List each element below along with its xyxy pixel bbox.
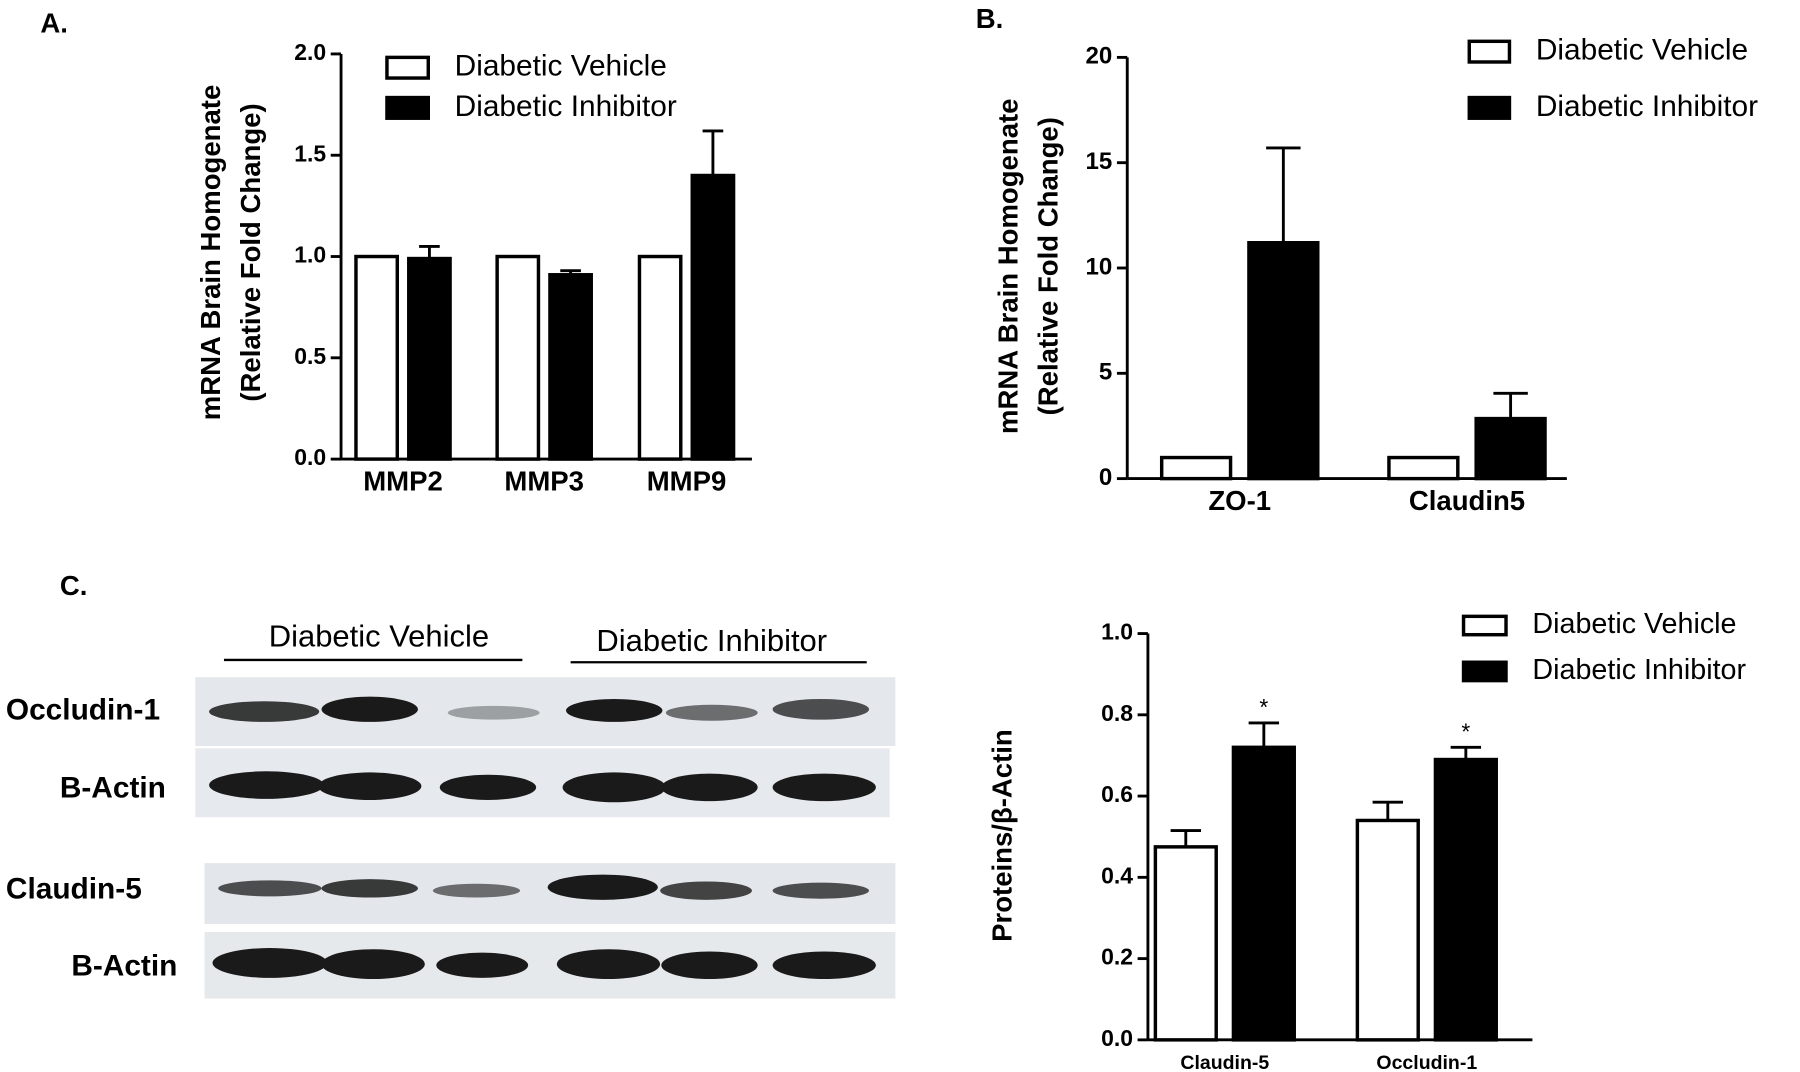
x-tick-label: Occludin-1 — [1376, 1052, 1477, 1072]
y-tick-label: 0.0 — [294, 444, 326, 470]
panel-label: B. — [976, 3, 1004, 34]
y-tick-label: 1.5 — [294, 140, 326, 166]
y-axis-label: mRNA Brain Homogenate — [195, 85, 226, 421]
bar — [637, 254, 683, 461]
legend-swatch — [385, 95, 430, 120]
data-label: * — [1461, 719, 1470, 745]
blot-group: Diabetic Vehicle — [269, 618, 489, 653]
legend-label: Diabetic Inhibitor — [455, 90, 677, 123]
legend-label: Diabetic Inhibitor — [1536, 90, 1758, 123]
y-tick-label: 0.8 — [1101, 700, 1133, 726]
y-tick-label: 5 — [1099, 359, 1112, 386]
y-tick-label: 0.2 — [1101, 944, 1133, 970]
bar — [548, 273, 593, 461]
y-tick-label: 20 — [1086, 43, 1113, 70]
bar — [1159, 455, 1233, 481]
bar — [1355, 818, 1420, 1042]
y-tick-label: 15 — [1086, 148, 1113, 175]
bar — [1474, 416, 1547, 481]
y-axis-label: (Relative Fold Change) — [235, 103, 266, 401]
legend-swatch — [1461, 660, 1508, 683]
legend-label: Diabetic Inhibitor — [1532, 654, 1746, 686]
data-label: * — [1259, 694, 1268, 720]
panel-label: C. — [60, 570, 88, 601]
y-tick-label: 2.0 — [294, 39, 326, 65]
y-tick-label: 1.0 — [1101, 619, 1133, 645]
y-tick-label: 0.0 — [1101, 1025, 1133, 1051]
x-tick-label: MMP9 — [647, 465, 727, 496]
panel-label: A. — [40, 8, 68, 39]
x-tick-label: ZO-1 — [1208, 485, 1271, 516]
bar — [1433, 757, 1498, 1042]
legend-swatch — [385, 55, 430, 80]
y-axis-label: Proteins/β-Actin — [987, 729, 1018, 942]
blot-group: Diabetic Inhibitor — [596, 623, 827, 658]
y-axis-label: mRNA Brain Homogenate — [992, 99, 1023, 435]
x-tick-label: Claudin-5 — [1180, 1052, 1269, 1072]
legend-swatch — [1467, 95, 1512, 120]
y-tick-label: 0 — [1099, 464, 1112, 491]
legend-label: Diabetic Vehicle — [1532, 608, 1736, 640]
bar — [1153, 845, 1218, 1042]
blot-row-label: Occludin-1 — [6, 693, 160, 726]
bar — [690, 173, 736, 461]
legend-label: Diabetic Vehicle — [455, 50, 667, 83]
y-tick-label: 0.5 — [294, 343, 326, 369]
blot: Diabetic Vehicle Diabetic Inhibitor — [6, 618, 896, 999]
y-axis-label: (Relative Fold Change) — [1033, 117, 1064, 415]
x-tick-label: Claudin5 — [1409, 485, 1525, 516]
x-tick-label: MMP3 — [504, 465, 584, 496]
blot-row-label: B-Actin — [60, 772, 166, 805]
bar — [1231, 745, 1296, 1042]
legend-swatch — [1461, 614, 1508, 637]
blot-row-label: Claudin-5 — [6, 873, 142, 906]
legend-label: Diabetic Vehicle — [1536, 34, 1748, 67]
y-tick-label: 0.6 — [1101, 781, 1133, 807]
bar — [407, 256, 452, 461]
y-tick-label: 1.0 — [294, 242, 326, 268]
y-tick-label: 0.4 — [1101, 862, 1133, 888]
x-tick-label: MMP2 — [363, 465, 443, 496]
bar — [1387, 455, 1460, 481]
y-tick-label: 10 — [1086, 253, 1113, 280]
bar — [495, 254, 541, 461]
legend-swatch — [1467, 39, 1512, 64]
bar — [1247, 241, 1320, 481]
bar — [354, 254, 400, 461]
blot-row-label: B-Actin — [71, 949, 177, 982]
